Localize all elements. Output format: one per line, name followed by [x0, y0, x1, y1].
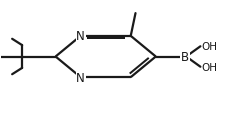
Text: N: N: [76, 71, 85, 84]
Text: B: B: [181, 51, 189, 63]
Text: OH: OH: [202, 62, 218, 72]
Text: OH: OH: [202, 42, 218, 52]
Text: N: N: [76, 30, 85, 43]
